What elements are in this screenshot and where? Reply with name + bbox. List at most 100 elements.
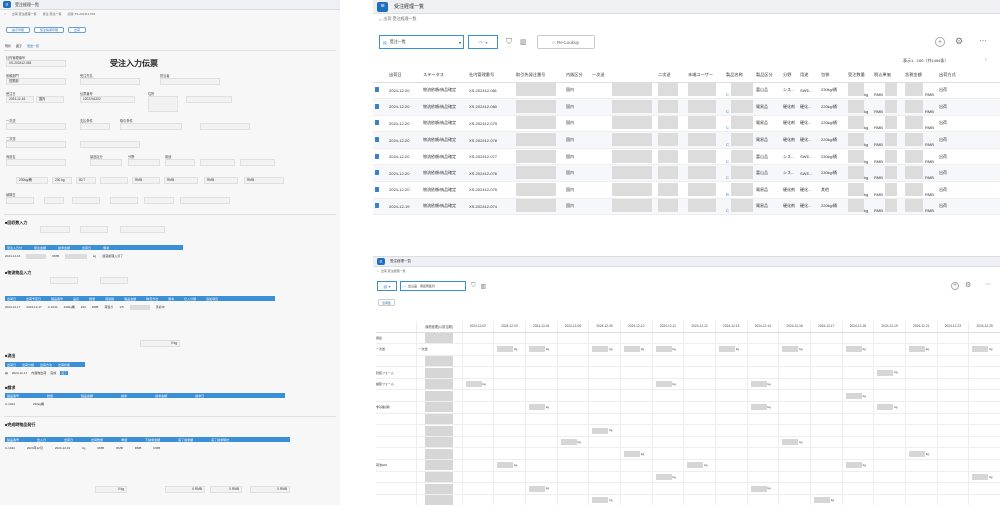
handler-field[interactable] bbox=[160, 78, 220, 85]
home-icon[interactable]: ⌂ bbox=[379, 16, 382, 22]
spec-field[interactable] bbox=[128, 159, 160, 166]
first-dest-field[interactable] bbox=[6, 123, 66, 130]
pivot-date-col[interactable]: 2024-12-05 bbox=[556, 321, 589, 333]
document-icon[interactable] bbox=[375, 203, 379, 209]
pivot-date-col[interactable]: 2024-12-17 bbox=[809, 321, 843, 333]
category-field[interactable] bbox=[90, 159, 122, 166]
pivot-date-col[interactable]: 2024-12-02 bbox=[461, 321, 494, 333]
document-icon[interactable] bbox=[375, 120, 379, 126]
pivot-date-col[interactable]: 2024-12-11 bbox=[651, 321, 684, 333]
table-row[interactable]: 2024-12-20 物流依頼/納品確定 XS-202412-075 国内 R 貿易品 硬化… bbox=[373, 181, 1000, 199]
home-icon[interactable]: ⌂ bbox=[377, 269, 379, 273]
second-dest-field[interactable] bbox=[6, 141, 66, 148]
logistics-field-2[interactable] bbox=[100, 277, 128, 284]
home-icon[interactable]: ⌂ bbox=[4, 12, 6, 16]
dept-field[interactable]: 営業部 bbox=[6, 78, 66, 85]
table-row[interactable]: 2024-12-20 物流依頼/納品確定 XS-202412-078 国内 C 貿易品 硬化… bbox=[373, 131, 1000, 149]
breadcrumb-item[interactable]: 出荷 受注経理一覧 bbox=[380, 269, 406, 273]
rmb1-field[interactable]: RMB bbox=[132, 177, 160, 184]
extra-field[interactable] bbox=[186, 96, 232, 103]
list-select[interactable]: ▤ ▾ bbox=[377, 281, 397, 291]
breadcrumb-item[interactable]: 出荷 受注経理一覧 bbox=[11, 12, 37, 16]
usage-field[interactable] bbox=[165, 159, 195, 166]
deadline-field[interactable] bbox=[6, 197, 34, 204]
pivot-date-col[interactable]: 2024-12-03 bbox=[493, 321, 526, 333]
domestic-field[interactable]: 国内 bbox=[36, 96, 64, 103]
billing-row[interactable]: C-1044 230kg桶 bbox=[5, 402, 45, 406]
print-instruction-button[interactable]: 指示印刷 bbox=[6, 27, 31, 33]
table-row[interactable]: 2024-12-20 物流依頼/納品確定 XS-202412-077 国内 C 富山品 シス… bbox=[373, 148, 1000, 166]
gear-icon[interactable]: ⚙ bbox=[965, 282, 972, 289]
add-icon[interactable]: + bbox=[951, 282, 959, 290]
weight-field[interactable]: 230kg/桶 bbox=[16, 177, 48, 184]
type2-field[interactable] bbox=[110, 197, 138, 204]
pivot-date-col[interactable]: 2024-12-21 bbox=[904, 321, 938, 333]
app-menu-icon[interactable]: ≡ bbox=[3, 1, 11, 8]
print-order-button[interactable]: 受注情報印刷 bbox=[34, 27, 65, 33]
pivot-date-col[interactable]: 2024-12-18 bbox=[841, 321, 874, 333]
pivot-first-col[interactable]: 最終経理(以前当期) bbox=[415, 321, 462, 333]
document-icon[interactable] bbox=[375, 103, 379, 109]
app-menu-icon[interactable]: ≡ bbox=[377, 1, 388, 12]
pivot-date-col[interactable]: 2024-12-12 bbox=[683, 321, 716, 333]
add-icon[interactable]: + bbox=[935, 37, 945, 47]
breadcrumb-item[interactable]: 出荷 受注経理一覧 bbox=[383, 16, 417, 21]
type3-field[interactable] bbox=[144, 197, 174, 204]
table-row[interactable]: 2024-12-20 物流依頼/納品確定 XS-202412-080 国内 C 貿易品 硬化… bbox=[373, 98, 1000, 116]
trade-term-field[interactable] bbox=[120, 123, 182, 130]
collect-field-2[interactable] bbox=[80, 226, 108, 233]
type1-field[interactable] bbox=[72, 197, 100, 204]
table-row[interactable]: 2024-12-19 物流依頼/納品確定 XS-202412-074 国内 C 貿易品 硬化… bbox=[373, 198, 1000, 216]
document-icon[interactable] bbox=[375, 87, 379, 93]
pivot-date-col[interactable]: 2024-12-19 bbox=[873, 321, 906, 333]
pivot-date-col[interactable]: 2024-12-14 bbox=[746, 321, 779, 333]
final-total-4[interactable]: 0 RMB bbox=[250, 486, 290, 493]
relookup-button[interactable]: ○ Re-Lookup bbox=[536, 35, 595, 49]
collect-field-3[interactable] bbox=[120, 226, 165, 233]
type4-field[interactable] bbox=[180, 197, 230, 204]
document-icon[interactable] bbox=[375, 153, 379, 159]
order-no-field[interactable]: 1202241202 bbox=[80, 96, 135, 103]
mgmt-no-field[interactable]: XS-202412-063 bbox=[6, 60, 66, 67]
product-field[interactable] bbox=[6, 159, 66, 166]
graph-select[interactable]: 〰出山品 用途別集計 bbox=[400, 281, 466, 291]
shipment-filter-button[interactable]: 出荷集 bbox=[378, 299, 396, 306]
pct-field[interactable]: 80.7 bbox=[76, 177, 96, 184]
outflow-row[interactable]: ▤ 2024-12-17 内容物出荷 完成 完了 bbox=[5, 371, 69, 375]
final-total-2[interactable]: 0 RMB bbox=[165, 486, 205, 493]
pivot-date-col[interactable]: 2024-12-10 bbox=[619, 321, 653, 333]
final-total-3[interactable]: 0 RMB bbox=[210, 486, 242, 493]
ship-button[interactable]: 出荷 bbox=[68, 27, 87, 33]
mark-field[interactable] bbox=[44, 197, 64, 204]
tab-done[interactable]: 完了 bbox=[16, 44, 23, 48]
unit-field[interactable] bbox=[100, 177, 128, 184]
filter-icon[interactable]: ⛉ bbox=[506, 37, 512, 46]
customer-field[interactable] bbox=[80, 78, 140, 85]
chevron-right-icon[interactable]: › bbox=[985, 57, 987, 63]
logistics-field-1[interactable] bbox=[50, 277, 78, 284]
pivot-date-col[interactable]: 2024-12-09 bbox=[588, 321, 621, 333]
collect-field-1[interactable] bbox=[40, 226, 70, 233]
mid2-field[interactable] bbox=[240, 159, 275, 166]
filter-icon[interactable]: ⛉ bbox=[471, 282, 476, 289]
value-kg-field[interactable]: 0 kg bbox=[140, 340, 180, 347]
pivot-date-col[interactable]: 2024-12-04 bbox=[524, 321, 558, 333]
chart-icon[interactable]: ▥ bbox=[520, 39, 527, 46]
payment-row[interactable]: 2024-12-16 RMB kg 遅延処理入済了 bbox=[5, 253, 124, 259]
pivot-date-col[interactable]: 2024-12-16 bbox=[778, 321, 811, 333]
gear-icon[interactable]: ⚙ bbox=[955, 36, 964, 46]
pivot-date-col[interactable]: 2024-12-23 bbox=[936, 321, 969, 333]
table-row[interactable]: 2024-12-20 物流依頼/納品確定 XS-202412-081 国内 C 富山品 シス… bbox=[373, 82, 1000, 100]
term2-field[interactable] bbox=[200, 123, 250, 130]
rmb4-field[interactable]: RMB bbox=[244, 177, 284, 184]
graph-select[interactable]: 〰 ▾ bbox=[468, 35, 498, 49]
shipping-row[interactable]: 2024-12-17 2024-12-17 C-1044 230kg桶 230 RMB 荷造… bbox=[5, 304, 165, 310]
document-icon[interactable] bbox=[375, 186, 379, 192]
more-icon[interactable]: ⋯ bbox=[985, 282, 991, 288]
pivot-date-col[interactable]: 2024-12-25 bbox=[968, 321, 1000, 333]
more-icon[interactable]: ⋯ bbox=[979, 36, 987, 45]
final-total-1[interactable]: 0 kg bbox=[95, 486, 127, 493]
rmb3-field[interactable]: RMB bbox=[204, 177, 238, 184]
mid-field[interactable] bbox=[200, 159, 235, 166]
tab-list[interactable]: 受送一覧 bbox=[27, 44, 40, 48]
